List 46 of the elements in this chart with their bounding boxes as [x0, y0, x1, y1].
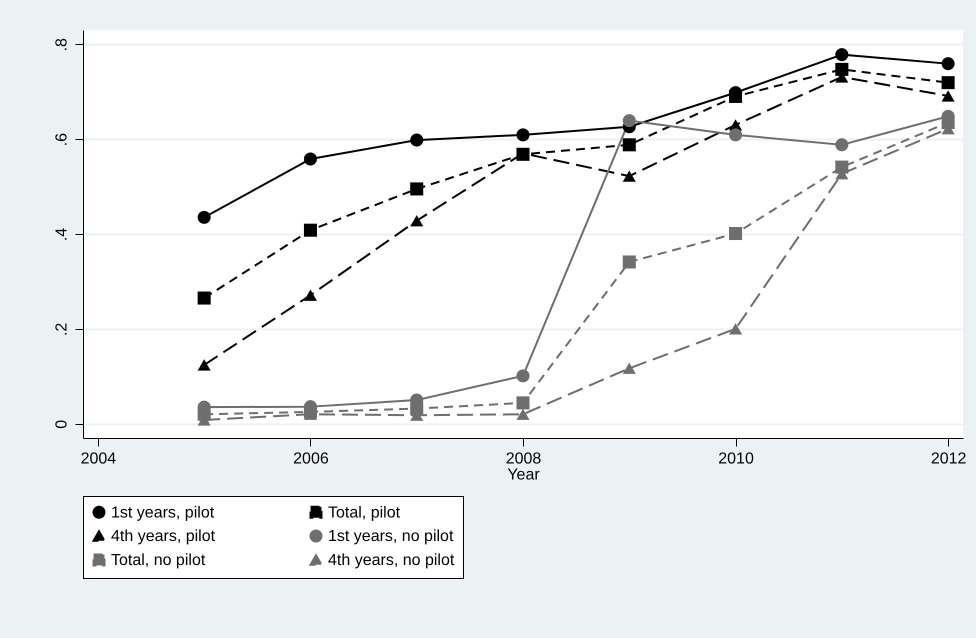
y-tick-label: .4	[54, 228, 70, 242]
legend-label: 4th years, pilot	[111, 528, 216, 545]
point	[198, 210, 211, 224]
point	[729, 90, 742, 103]
x-axis-title: Year	[507, 466, 540, 484]
legend-label: Total, no pilot	[111, 552, 206, 569]
x-tick-label: 2008	[506, 450, 542, 468]
point	[622, 138, 636, 152]
point	[410, 215, 424, 226]
point	[516, 396, 530, 410]
point	[516, 408, 530, 420]
point	[304, 290, 317, 301]
point	[942, 76, 955, 90]
point	[835, 48, 848, 62]
point	[622, 170, 636, 182]
y-tick-label: 0	[54, 420, 70, 429]
x-tick-label: 2006	[293, 450, 329, 468]
point	[942, 90, 955, 102]
legend-label: Total, pilot	[328, 504, 401, 522]
point	[622, 362, 636, 374]
point	[622, 114, 636, 128]
point	[516, 369, 530, 382]
point	[942, 57, 955, 70]
y-tick-label: .8	[54, 38, 70, 52]
point	[410, 134, 424, 147]
point	[198, 292, 211, 305]
y-tick-label: .2	[54, 322, 70, 336]
legend-label: 4th years, no pilot	[328, 552, 455, 569]
legend-label: 1st years, pilot	[111, 504, 215, 522]
x-tick-label: 2010	[718, 450, 754, 468]
x-tick-label: 2012	[930, 450, 967, 468]
point	[729, 128, 742, 142]
point	[516, 128, 530, 142]
legend-label: 1st years, no pilot	[328, 528, 454, 545]
point	[835, 62, 848, 76]
point	[729, 323, 742, 335]
point	[622, 255, 636, 269]
point	[304, 224, 317, 237]
point	[198, 359, 211, 371]
point	[835, 138, 848, 152]
point	[835, 160, 848, 174]
y-tick-label: .6	[54, 132, 70, 146]
x-tick-label: 2004	[80, 450, 116, 468]
point	[410, 182, 424, 196]
point	[729, 227, 742, 240]
point	[304, 152, 317, 166]
